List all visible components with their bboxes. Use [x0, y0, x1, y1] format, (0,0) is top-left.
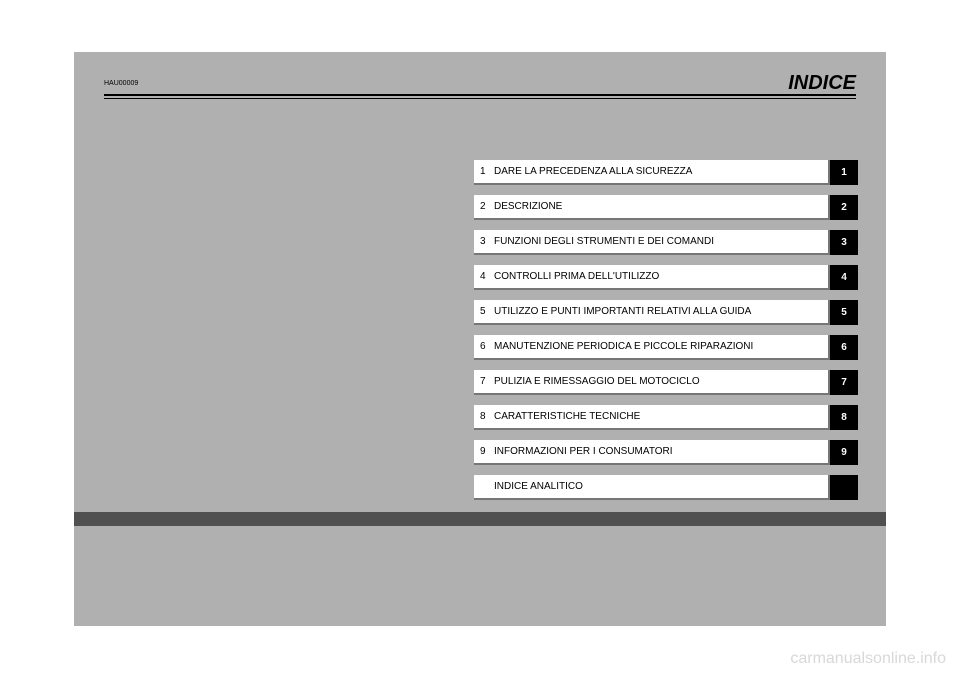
- toc-entry[interactable]: 7PULIZIA E RIMESSAGGIO DEL MOTOCICLO: [474, 370, 828, 393]
- toc-entry-label: INDICE ANALITICO: [494, 481, 583, 492]
- chapter-tab[interactable]: 8: [830, 405, 858, 430]
- chapter-tab[interactable]: 1: [830, 160, 858, 185]
- toc-entry[interactable]: 5UTILIZZO E PUNTI IMPORTANTI RELATIVI AL…: [474, 300, 828, 323]
- toc-row: 7PULIZIA E RIMESSAGGIO DEL MOTOCICLO 7: [474, 370, 858, 395]
- toc-row: 2DESCRIZIONE 2: [474, 195, 858, 220]
- toc-entry-label: CONTROLLI PRIMA DELL'UTILIZZO: [494, 271, 659, 282]
- table-of-contents: 1DARE LA PRECEDENZA ALLA SICUREZZA 1 2DE…: [474, 160, 858, 510]
- toc-entry-num: 1: [480, 166, 494, 177]
- toc-entry-label: FUNZIONI DEGLI STRUMENTI E DEI COMANDI: [494, 236, 714, 247]
- chapter-tab[interactable]: 3: [830, 230, 858, 255]
- toc-row: 1DARE LA PRECEDENZA ALLA SICUREZZA 1: [474, 160, 858, 185]
- chapter-tab[interactable]: 6: [830, 335, 858, 360]
- page-footer-strip: [74, 512, 886, 526]
- toc-row: INDICE ANALITICO: [474, 475, 858, 500]
- toc-entry-label: DESCRIZIONE: [494, 201, 562, 212]
- toc-row: 5UTILIZZO E PUNTI IMPORTANTI RELATIVI AL…: [474, 300, 858, 325]
- toc-entry[interactable]: 9INFORMAZIONI PER I CONSUMATORI: [474, 440, 828, 463]
- toc-entry-num: 2: [480, 201, 494, 212]
- toc-entry[interactable]: 8CARATTERISTICHE TECNICHE: [474, 405, 828, 428]
- divider-thick: [104, 94, 856, 96]
- toc-row: 9INFORMAZIONI PER I CONSUMATORI 9: [474, 440, 858, 465]
- toc-entry[interactable]: 6MANUTENZIONE PERIODICA E PICCOLE RIPARA…: [474, 335, 828, 358]
- toc-entry-num: 5: [480, 306, 494, 317]
- toc-entry-num: 7: [480, 376, 494, 387]
- toc-entry-label: INFORMAZIONI PER I CONSUMATORI: [494, 446, 673, 457]
- watermark-text: carmanualsonline.info: [790, 650, 946, 668]
- toc-entry[interactable]: 4CONTROLLI PRIMA DELL'UTILIZZO: [474, 265, 828, 288]
- chapter-tab[interactable]: 7: [830, 370, 858, 395]
- toc-entry-num: 4: [480, 271, 494, 282]
- toc-entry[interactable]: 3FUNZIONI DEGLI STRUMENTI E DEI COMANDI: [474, 230, 828, 253]
- page-title: INDICE: [788, 72, 856, 95]
- chapter-tab[interactable]: 9: [830, 440, 858, 465]
- chapter-tab[interactable]: 4: [830, 265, 858, 290]
- toc-entry-num: 3: [480, 236, 494, 247]
- toc-row: 4CONTROLLI PRIMA DELL'UTILIZZO 4: [474, 265, 858, 290]
- manual-page: HAU00009 INDICE 1DARE LA PRECEDENZA ALLA…: [74, 52, 886, 626]
- toc-entry-label: DARE LA PRECEDENZA ALLA SICUREZZA: [494, 166, 692, 177]
- toc-entry-label: MANUTENZIONE PERIODICA E PICCOLE RIPARAZ…: [494, 341, 753, 352]
- toc-row: 6MANUTENZIONE PERIODICA E PICCOLE RIPARA…: [474, 335, 858, 360]
- toc-entry-label: CARATTERISTICHE TECNICHE: [494, 411, 640, 422]
- toc-entry[interactable]: 1DARE LA PRECEDENZA ALLA SICUREZZA: [474, 160, 828, 183]
- toc-entry[interactable]: INDICE ANALITICO: [474, 475, 828, 498]
- divider-thin: [104, 98, 856, 99]
- toc-entry-num: 8: [480, 411, 494, 422]
- doc-code: HAU00009: [104, 80, 138, 87]
- toc-row: 3FUNZIONI DEGLI STRUMENTI E DEI COMANDI …: [474, 230, 858, 255]
- toc-row: 8CARATTERISTICHE TECNICHE 8: [474, 405, 858, 430]
- toc-entry-label: PULIZIA E RIMESSAGGIO DEL MOTOCICLO: [494, 376, 700, 387]
- toc-entry-num: 6: [480, 341, 494, 352]
- toc-entry-label: UTILIZZO E PUNTI IMPORTANTI RELATIVI ALL…: [494, 306, 751, 317]
- toc-entry-num: 9: [480, 446, 494, 457]
- chapter-tab[interactable]: 2: [830, 195, 858, 220]
- toc-entry[interactable]: 2DESCRIZIONE: [474, 195, 828, 218]
- chapter-tab[interactable]: [830, 475, 858, 500]
- chapter-tab[interactable]: 5: [830, 300, 858, 325]
